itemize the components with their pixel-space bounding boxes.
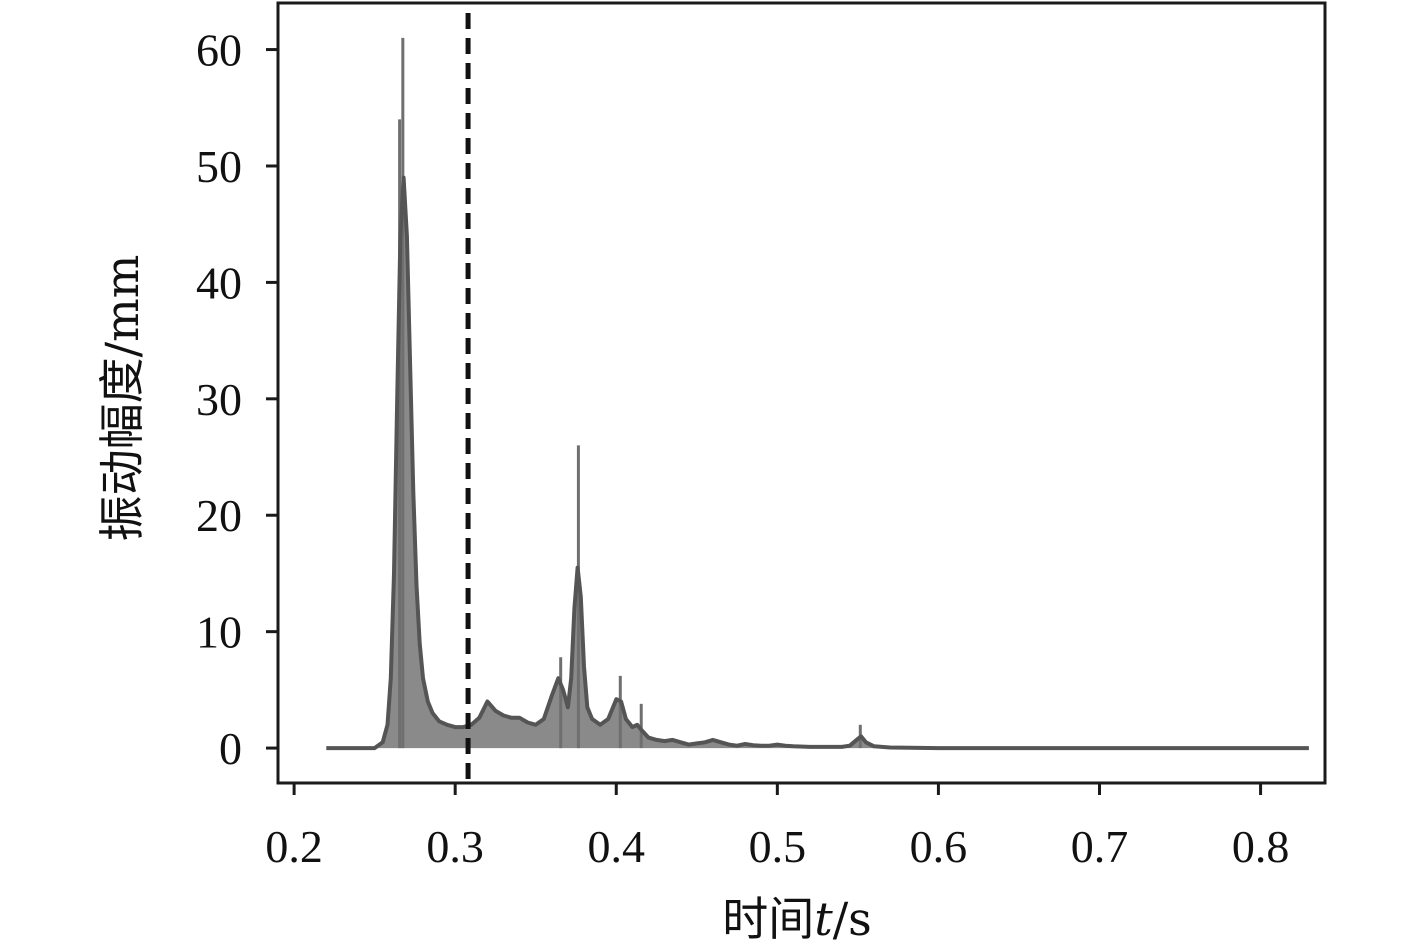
x-tick-label: 0.4 — [588, 821, 646, 872]
x-tick-label: 0.3 — [426, 821, 484, 872]
amplitude-envelope — [326, 175, 1309, 751]
y-tick-label: 60 — [196, 25, 242, 76]
x-tick-label: 0.5 — [749, 821, 807, 872]
envelope-line — [326, 175, 1309, 751]
y-tick-label: 0 — [219, 723, 242, 774]
x-axis-title: 时间t/s — [722, 892, 872, 944]
x-tick-label: 0.2 — [265, 821, 323, 872]
y-axis-title: 振动幅度/mm — [95, 255, 149, 542]
y-tick-label: 10 — [196, 607, 242, 658]
y-tick-label: 30 — [196, 374, 242, 425]
y-tick-label: 20 — [196, 490, 242, 541]
y-tick-label: 40 — [196, 257, 242, 308]
x-tick-label: 0.8 — [1232, 821, 1290, 872]
x-axis: 0.2 0.3 0.4 0.5 0.6 0.7 0.8 — [265, 783, 1289, 872]
x-axis-title-name: 时间 — [722, 892, 814, 944]
y-axis: 0 10 20 30 40 50 60 — [196, 25, 278, 774]
plot-frame — [276, 1, 1327, 785]
x-axis-title-variable: t — [814, 892, 833, 944]
x-axis-title-unit: /s — [833, 892, 872, 944]
amplitude-fill — [326, 177, 1309, 749]
x-tick-label: 0.6 — [910, 821, 968, 872]
x-tick-label: 0.7 — [1071, 821, 1129, 872]
y-tick-label: 50 — [196, 141, 242, 192]
amplitude-area — [326, 177, 1309, 749]
